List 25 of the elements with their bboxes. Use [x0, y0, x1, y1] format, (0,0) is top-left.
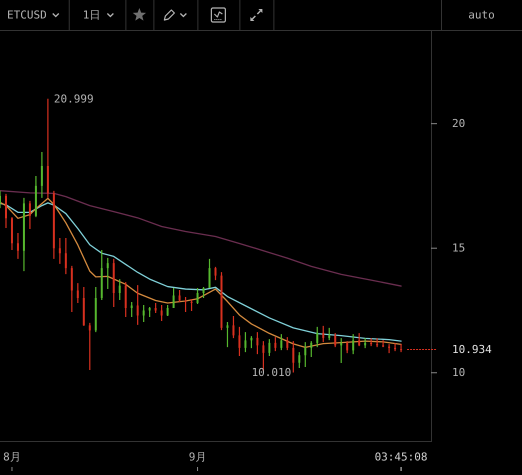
candlestick: [364, 338, 366, 348]
candlestick: [340, 338, 342, 364]
annotation: 10.010: [252, 366, 292, 379]
candlestick: [310, 341, 312, 358]
y-tick-label: 10: [452, 366, 466, 380]
candlestick: [88, 322, 91, 370]
candlestick: [322, 326, 324, 342]
y-tick-label: 20: [452, 117, 466, 130]
candlestick: [304, 342, 306, 368]
candlestick: [136, 285, 139, 325]
candlestick: [142, 305, 145, 322]
x-tick-label: 9月: [188, 450, 206, 464]
y-tick-label: 15: [452, 242, 466, 255]
ref-line-label: 10.934: [452, 342, 492, 356]
text: 03:45:08: [374, 450, 428, 464]
candlestick: [130, 302, 133, 317]
chart-subtitle: 1日: [82, 8, 100, 22]
candlestick: [328, 328, 330, 340]
chart-title: ETCUSD: [7, 8, 47, 22]
text: auto: [468, 8, 495, 22]
x-tick-label: 8月: [3, 450, 21, 464]
candlestick: [148, 306, 151, 317]
annotation: 20.999: [54, 92, 94, 106]
line-series: [0, 190, 402, 287]
candlestick: [106, 258, 109, 290]
